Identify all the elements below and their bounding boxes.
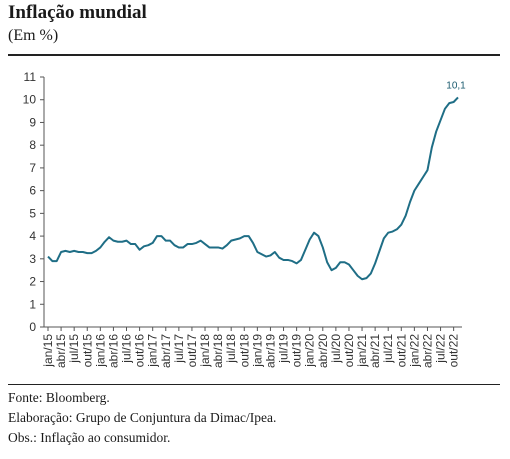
y-tick-label: 5 [29, 206, 36, 220]
x-tick-label: jul/18 [224, 334, 238, 364]
x-tick-label: out/16 [133, 334, 147, 368]
y-tick-label: 2 [29, 275, 36, 289]
chart-title: Inflação mundial [8, 2, 147, 23]
x-tick-label: out/18 [237, 334, 251, 368]
x-tick-label: jan/22 [407, 334, 421, 368]
y-tick-label: 1 [29, 297, 36, 311]
bottom-rule [8, 384, 500, 385]
x-tick-label: jan/15 [41, 334, 55, 368]
top-rule [8, 54, 500, 56]
x-tick-label: jan/18 [198, 334, 212, 368]
x-tick-label: out/15 [80, 334, 94, 368]
x-tick-label: out/21 [394, 334, 408, 368]
x-tick-label: jul/15 [67, 334, 81, 364]
y-tick-label: 4 [29, 229, 36, 243]
y-tick-label: 3 [29, 252, 36, 266]
y-tick-label: 9 [29, 115, 36, 129]
x-tick-label: abr/19 [263, 334, 277, 368]
x-tick-label: abr/20 [316, 334, 330, 368]
x-tick-label: out/17 [185, 334, 199, 368]
x-tick-label: abr/16 [106, 334, 120, 368]
elaboration-note: Elaboração: Grupo de Conjuntura da Dimac… [8, 410, 277, 425]
y-tick-label: 0 [29, 320, 36, 334]
y-tick-label: 8 [29, 138, 36, 152]
x-tick-label: out/20 [342, 334, 356, 368]
x-tick-label: jan/16 [93, 334, 107, 368]
x-tick-label: jul/19 [277, 334, 291, 364]
series-line [47, 96, 459, 281]
x-tick-label: jul/16 [120, 334, 134, 364]
x-tick-label: abr/21 [368, 334, 382, 368]
x-tick-label: jul/22 [434, 334, 448, 364]
x-tick-label: jul/20 [329, 334, 343, 364]
x-tick-label: jul/17 [172, 334, 186, 364]
chart-subtitle: (Em %) [8, 27, 59, 44]
x-tick-label: jan/21 [355, 334, 369, 368]
y-tick-label: 6 [29, 184, 36, 198]
y-tick-label: 7 [29, 161, 36, 175]
y-tick-label: 11 [24, 70, 37, 84]
x-tick-label: abr/17 [159, 334, 173, 368]
x-tick-label: abr/18 [211, 334, 225, 368]
x-tick-label: jan/20 [303, 334, 317, 368]
x-tick-label: jan/19 [250, 334, 264, 368]
x-tick-label: out/22 [447, 334, 461, 368]
x-tick-label: out/19 [290, 334, 304, 368]
y-tick-label: 10 [23, 93, 37, 107]
x-tick-label: jul/21 [381, 334, 395, 364]
obs-note: Obs.: Inflação ao consumidor. [8, 430, 171, 445]
source-note: Fonte: Bloomberg. [8, 390, 110, 405]
data-label: 10,1 [446, 80, 466, 91]
chart-notes: Fonte: Bloomberg. Elaboração: Grupo de C… [8, 388, 276, 448]
x-tick-label: jan/17 [146, 334, 160, 368]
x-tick-label: abr/22 [420, 334, 434, 368]
x-tick-label: abr/15 [54, 334, 68, 368]
